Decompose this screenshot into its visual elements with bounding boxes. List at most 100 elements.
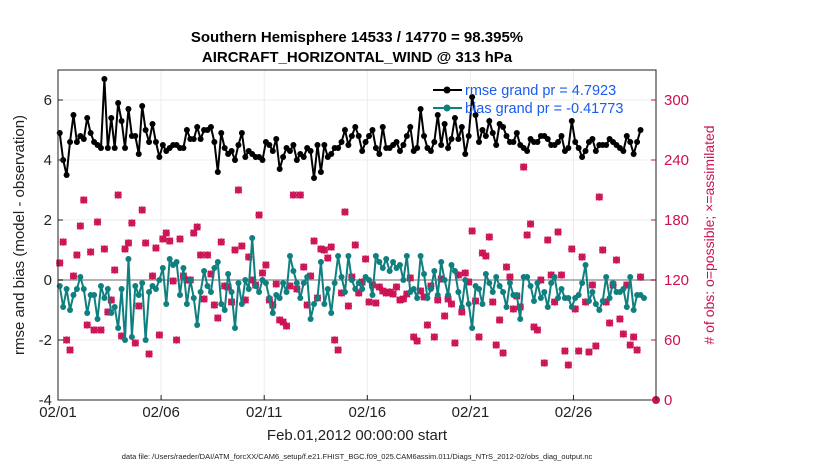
bias-point	[63, 286, 70, 292]
y-tick-label-left: 6	[44, 92, 52, 109]
obs-assimilated-marker	[485, 233, 494, 241]
rmse-point	[431, 139, 438, 145]
obs-assimilated-marker	[403, 290, 411, 298]
bias-point	[582, 262, 589, 268]
bias-point	[321, 301, 328, 307]
bias-point	[379, 265, 386, 271]
obs-assimilated-marker	[561, 347, 569, 355]
obs-assimilated-marker	[80, 196, 88, 204]
bias-point	[431, 268, 438, 274]
bias-point	[544, 304, 551, 310]
obs-assimilated-marker	[372, 299, 380, 307]
x-tick-label: 02/11	[246, 404, 282, 421]
bias-point	[235, 280, 242, 286]
obs-assimilated-marker	[169, 277, 177, 285]
obs-assimilated-marker	[382, 289, 390, 297]
rmse-point	[108, 115, 115, 121]
rmse-point	[592, 148, 599, 154]
bias-point	[125, 256, 132, 262]
bias-point	[218, 301, 225, 307]
bias-point	[180, 265, 187, 271]
obs-assimilated-marker	[258, 269, 267, 277]
obs-assimilated-marker	[602, 298, 610, 306]
rmse-point	[180, 145, 187, 151]
obs-assimilated-marker	[162, 229, 170, 237]
obs-assimilated-marker	[210, 301, 219, 309]
bias-point	[173, 259, 180, 265]
rmse-point	[469, 94, 476, 100]
obs-assimilated-marker	[361, 255, 370, 263]
obs-assimilated-marker	[499, 349, 507, 357]
obs-assimilated-marker	[478, 249, 487, 257]
obs-assimilated-marker	[145, 350, 153, 358]
bias-point	[493, 274, 500, 280]
rmse-point	[228, 148, 235, 154]
bias-markers	[56, 235, 647, 343]
data-file-footer: data file: /Users/raeder/DAI/ATM_forcXX/…	[122, 452, 593, 461]
rmse-point	[104, 145, 111, 151]
obs-assimilated-marker	[526, 220, 535, 228]
bias-point	[352, 286, 359, 292]
obs-assimilated-marker	[207, 270, 215, 278]
rmse-point	[579, 154, 586, 160]
bias-point	[166, 256, 173, 262]
obs-assimilated-marker	[148, 272, 157, 280]
rmse-point	[67, 139, 74, 145]
rmse-point	[637, 127, 644, 133]
bias-point	[97, 283, 104, 289]
obs-assimilated-marker	[523, 231, 531, 239]
bias-point	[207, 289, 214, 295]
rmse-point	[589, 136, 596, 142]
rmse-point	[348, 133, 355, 139]
bias-point	[592, 301, 599, 307]
bias-point	[324, 286, 331, 292]
obs-assimilated-marker	[519, 163, 528, 171]
y-tick-label-right: 0	[664, 392, 672, 409]
rmse-point	[372, 145, 379, 151]
bias-point	[225, 271, 232, 277]
bias-point	[238, 301, 245, 307]
rmse-point	[417, 106, 424, 112]
rmse-point	[369, 127, 376, 133]
rmse-point	[634, 139, 641, 145]
rmse-point	[421, 133, 428, 139]
obs-assimilated-marker	[131, 339, 140, 347]
rmse-point	[328, 151, 335, 157]
rmse-point	[218, 130, 225, 136]
rmse-point	[503, 133, 510, 139]
bias-point	[252, 283, 259, 289]
bias-point	[249, 235, 256, 241]
bias-point	[300, 280, 307, 286]
obs-assimilated-marker	[454, 271, 463, 279]
obs-assimilated-marker	[93, 218, 102, 226]
obs-assimilated-marker	[537, 276, 545, 284]
obs-assimilated-marker	[588, 281, 597, 289]
obs-assimilated-marker	[117, 332, 126, 340]
x-tick-label: 02/26	[555, 404, 593, 421]
obs-assimilated-marker	[355, 289, 363, 297]
rmse-point	[60, 157, 67, 163]
bias-point	[221, 307, 228, 313]
bias-point	[383, 256, 390, 262]
bias-point	[111, 304, 118, 310]
bias-point	[317, 259, 324, 265]
rmse-point	[214, 169, 221, 175]
bias-point	[194, 322, 201, 328]
bias-point	[290, 268, 297, 274]
bias-point	[455, 289, 462, 295]
rmse-point	[630, 151, 637, 157]
obs-assimilated-marker	[190, 229, 198, 237]
obs-assimilated-marker	[458, 308, 466, 316]
obs-assimilated-marker	[502, 263, 511, 271]
bias-point	[555, 295, 562, 301]
rmse-point	[438, 142, 445, 148]
bias-point	[513, 292, 520, 298]
obs-series	[56, 163, 660, 404]
obs-assimilated-marker	[224, 283, 232, 291]
bias-point	[465, 301, 472, 307]
legend-bias-label: bias grand pr = -0.41773	[465, 101, 623, 117]
bias-point	[390, 259, 397, 265]
bias-point	[156, 277, 163, 283]
obs-assimilated-marker	[612, 256, 621, 264]
rmse-point	[286, 148, 293, 154]
